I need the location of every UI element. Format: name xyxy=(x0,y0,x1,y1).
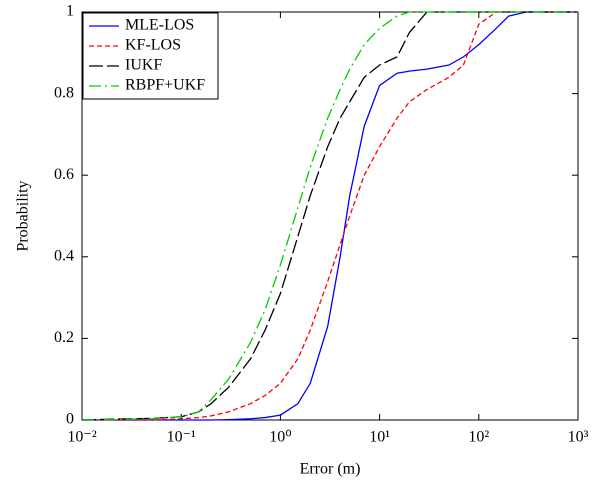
x-tick-label: 10¹ xyxy=(369,429,390,446)
y-tick-label: 0.6 xyxy=(54,166,74,183)
x-tick-label: 10⁰ xyxy=(269,429,291,446)
data-line xyxy=(82,11,578,421)
y-tick-label: 0.8 xyxy=(54,84,74,101)
x-tick-label: 10³ xyxy=(568,429,589,446)
y-tick-label: 0.2 xyxy=(54,329,74,346)
legend-label: MLE-LOS xyxy=(125,17,194,34)
y-tick-label: 1 xyxy=(66,3,74,20)
legend-box xyxy=(82,12,219,100)
data-line xyxy=(82,11,578,421)
x-tick-label: 10² xyxy=(468,429,489,446)
y-tick-label: 0.4 xyxy=(54,247,74,264)
x-tick-label: 10⁻¹ xyxy=(167,429,196,446)
legend-label: RBPF+UKF xyxy=(125,77,205,94)
legend-label: KF-LOS xyxy=(125,37,181,54)
x-axis-label: Error (m) xyxy=(300,461,361,478)
plot-frame xyxy=(81,11,579,421)
data-line xyxy=(81,11,578,421)
y-axis-label: Probability xyxy=(15,180,32,251)
legend-label: IUKF xyxy=(125,57,162,74)
y-tick-label: 0 xyxy=(66,411,74,428)
x-tick-label: 10⁻² xyxy=(67,429,96,446)
